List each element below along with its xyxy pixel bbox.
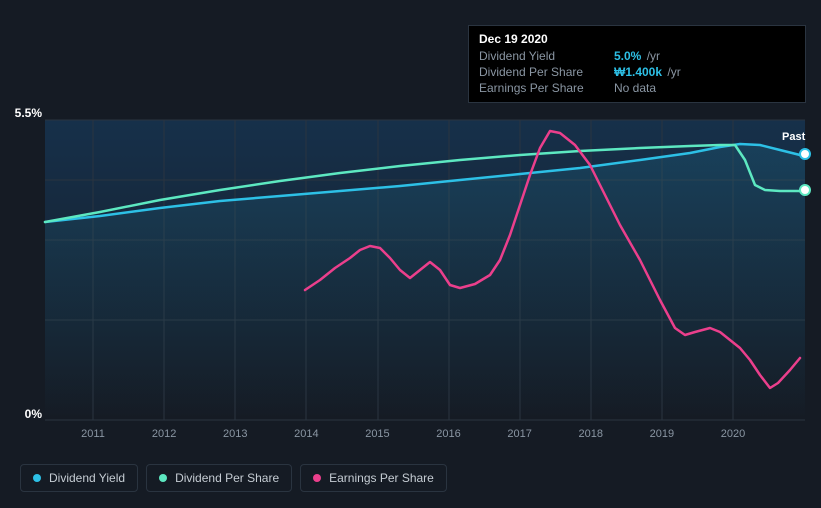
x-axis-label: 2012 — [152, 428, 176, 440]
x-axis-label: 2016 — [436, 428, 460, 440]
x-axis-label: 2013 — [223, 428, 247, 440]
x-axis-label: 2020 — [721, 428, 745, 440]
tooltip-row-label: Dividend Yield — [479, 49, 614, 63]
tooltip-row-value: ₩1.400k /yr — [614, 65, 681, 79]
legend-item-label: Earnings Per Share — [329, 471, 434, 485]
legend-item-label: Dividend Yield — [49, 471, 125, 485]
x-axis-label: 2014 — [294, 428, 318, 440]
x-axis-label: 2019 — [650, 428, 674, 440]
chart-legend: Dividend Yield Dividend Per Share Earnings… — [20, 464, 447, 492]
series-end-marker-1 — [800, 185, 810, 195]
legend-item[interactable]: Dividend Yield — [20, 464, 138, 492]
legend-item[interactable]: Dividend Per Share — [146, 464, 292, 492]
legend-item[interactable]: Earnings Per Share — [300, 464, 447, 492]
chart-tooltip: Dec 19 2020 Dividend Yield5.0% /yrDivide… — [468, 25, 806, 103]
series-end-marker-0 — [800, 149, 810, 159]
tooltip-row: Dividend Per Share₩1.400k /yr — [479, 64, 795, 80]
legend-dot-icon — [313, 474, 321, 482]
x-axis-label: 2015 — [365, 428, 389, 440]
x-axis-label: 2017 — [507, 428, 531, 440]
y-axis-label: 5.5% — [0, 106, 42, 120]
dividend-chart: 5.5% 0% 2011 2012 2013 2014 2015 2016 2017 2018 2… — [0, 0, 821, 508]
x-axis-label: 2018 — [579, 428, 603, 440]
tooltip-title: Dec 19 2020 — [479, 32, 795, 46]
y-axis-label: 0% — [0, 407, 42, 421]
tooltip-row-label: Dividend Per Share — [479, 65, 614, 79]
legend-dot-icon — [33, 474, 41, 482]
tooltip-row: Dividend Yield5.0% /yr — [479, 48, 795, 64]
tooltip-row-nodata: No data — [614, 81, 656, 95]
tooltip-row-value: 5.0% /yr — [614, 49, 660, 63]
tooltip-row: Earnings Per ShareNo data — [479, 80, 795, 96]
legend-item-label: Dividend Per Share — [175, 471, 279, 485]
past-label: Past — [782, 131, 805, 143]
legend-dot-icon — [159, 474, 167, 482]
tooltip-row-label: Earnings Per Share — [479, 81, 614, 95]
x-axis-label: 2011 — [81, 428, 105, 440]
